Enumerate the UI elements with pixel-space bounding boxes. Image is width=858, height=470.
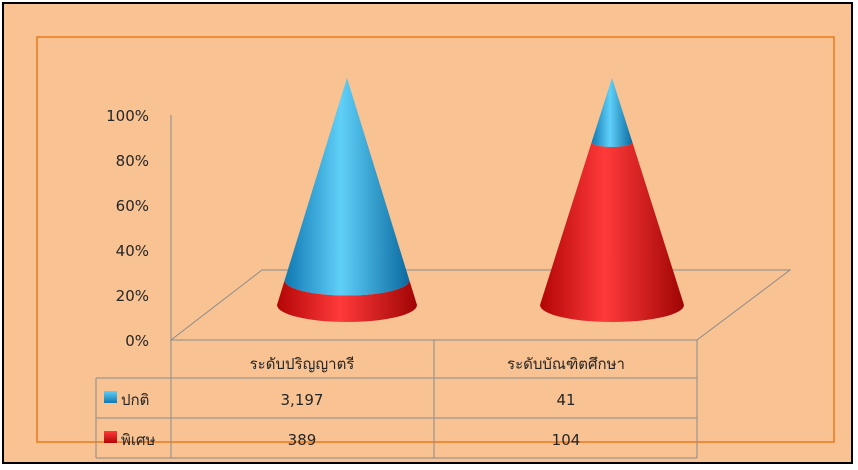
y-tick-label: 80% [116, 152, 149, 170]
y-tick-label: 40% [116, 242, 149, 260]
table-value: 3,197 [281, 391, 324, 409]
cones-group [277, 78, 684, 322]
series-label: ปกติ [121, 391, 149, 409]
y-tick-label: 0% [125, 332, 149, 350]
y-tick-label: 100% [106, 107, 149, 125]
legend-swatch-blue [104, 391, 117, 403]
y-tick-label: 60% [116, 197, 149, 215]
table-value: 41 [556, 391, 575, 409]
chart-floor [169, 269, 792, 341]
cone-segment-ระดับปริญญาตรี-s2 [277, 280, 417, 322]
table-value: 389 [288, 431, 317, 449]
cone-segment-ระดับปริญญาตรี-s1 [284, 78, 410, 296]
category-label: ระดับบัณฑิตศึกษา [507, 355, 625, 373]
y-axis-ticks: 0% 20% 40% 60% 80% 100% [106, 107, 149, 350]
legend-swatch-red [104, 431, 117, 443]
y-tick-label: 20% [116, 287, 149, 305]
cone-segment-ระดับบัณฑิตศึกษา-s2 [540, 142, 684, 322]
data-table [95, 340, 698, 459]
cone-segment-ระดับบัณฑิตศึกษา-s1 [591, 78, 633, 147]
table-value: 104 [552, 431, 581, 449]
category-label: ระดับปริญญาตรี [250, 355, 355, 373]
chart-frame [2, 2, 853, 464]
series-label: พิเศษ [121, 431, 156, 449]
plot-area-border [36, 36, 835, 443]
